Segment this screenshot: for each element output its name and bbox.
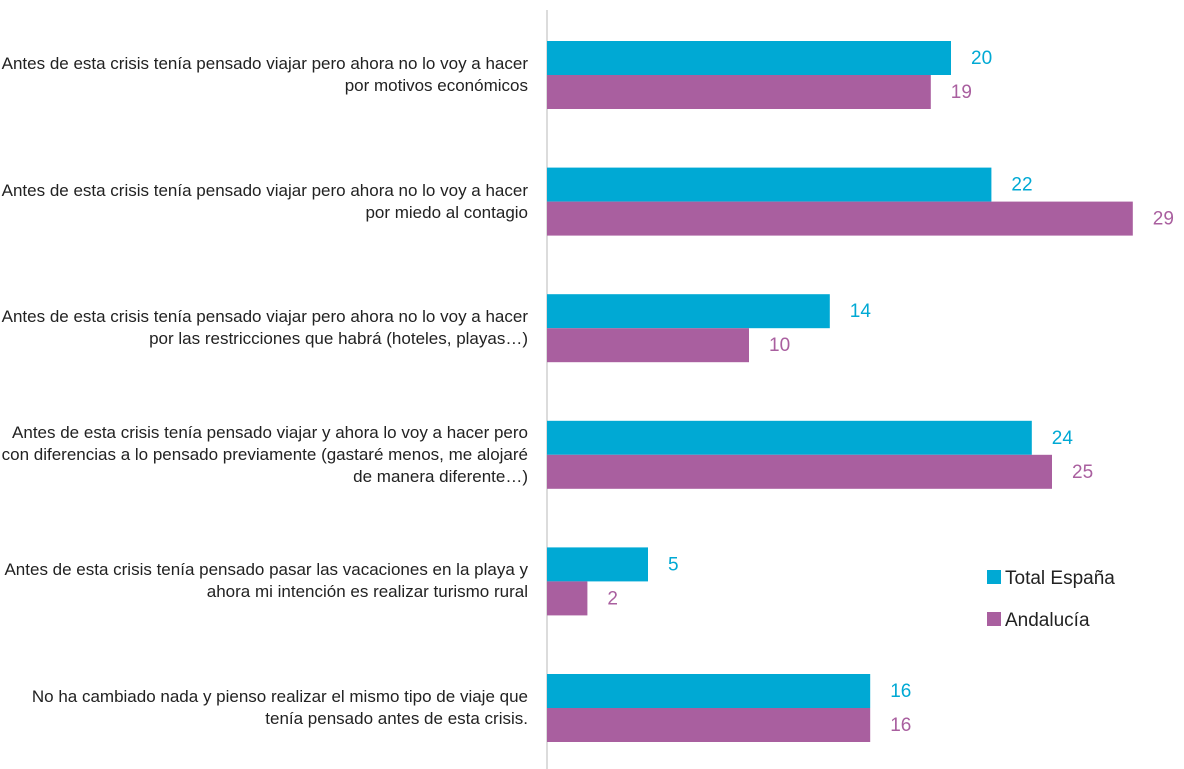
category-label: Antes de esta crisis tenía pensado viaja…: [1, 54, 528, 95]
bar: [547, 454, 1052, 489]
value-label: 2: [607, 588, 618, 609]
value-label: 20: [971, 48, 992, 69]
legend-label: Andalucía: [1005, 610, 1090, 631]
value-label: 16: [890, 715, 911, 736]
legend-swatch: [987, 612, 1001, 626]
bar: [547, 708, 871, 742]
bar: [547, 294, 830, 329]
bar: [547, 674, 871, 708]
category-label: No ha cambiado nada y pienso realizar el…: [31, 687, 528, 728]
category-label: Antes de esta crisis tenía pensado viaja…: [1, 180, 528, 222]
bar: [547, 328, 749, 363]
value-label: 19: [951, 82, 972, 103]
legend-label: Total España: [1005, 568, 1115, 589]
value-label: 14: [850, 301, 872, 322]
value-label: 25: [1072, 462, 1093, 483]
bar: [547, 547, 648, 582]
value-label: 29: [1153, 209, 1174, 230]
category-label: Antes de esta crisis tenía pensado pasar…: [4, 560, 528, 602]
value-label: 10: [769, 335, 790, 356]
value-label: 24: [1052, 428, 1074, 449]
bar: [547, 201, 1133, 236]
bar: [547, 75, 931, 109]
bar: [547, 581, 588, 616]
value-label: 5: [668, 554, 679, 575]
category-label: Antes de esta crisis tenía pensado viaja…: [1, 307, 528, 349]
legend-swatch: [987, 570, 1001, 584]
bar: [547, 41, 951, 75]
bar: [547, 167, 992, 202]
category-label: Antes de esta crisis tenía pensado viaja…: [1, 422, 528, 486]
value-label: 22: [1011, 175, 1032, 196]
bar: [547, 420, 1032, 455]
value-label: 16: [890, 681, 911, 702]
